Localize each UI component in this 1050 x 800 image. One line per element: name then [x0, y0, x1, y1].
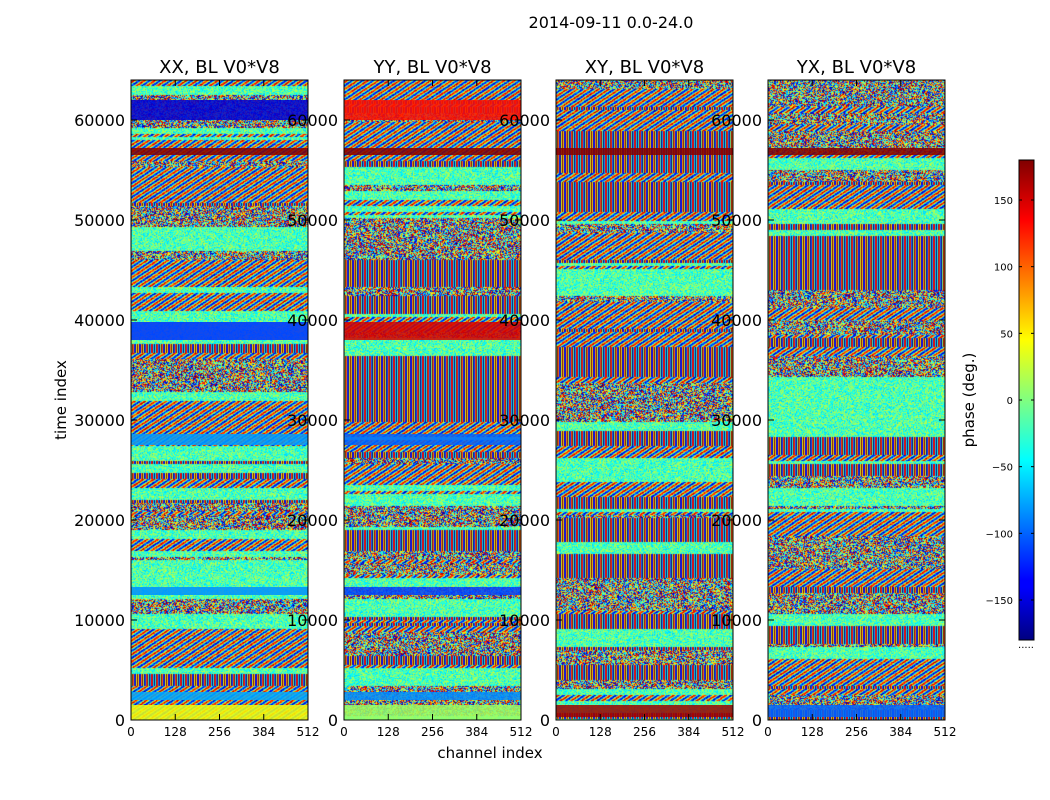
- y-tick-label: 60000: [499, 111, 550, 130]
- y-tick-label: 10000: [74, 611, 125, 630]
- phase-raster: [344, 80, 521, 720]
- phase-band: [131, 148, 308, 155]
- phase-band: [344, 692, 521, 700]
- x-tick-label: 512: [510, 725, 533, 739]
- panel-1: XX, BL V0*V8 0 10000 20000 30000 40000 50000 60…: [74, 57, 319, 739]
- phase-band: [556, 148, 733, 155]
- x-tick-label: 512: [934, 725, 957, 739]
- phase-band: [131, 100, 308, 120]
- y-tick-label: 50000: [711, 211, 762, 230]
- figure-suptitle: 2014-09-11 0.0-24.0: [529, 13, 694, 32]
- colorbar-tick-label: −150: [986, 596, 1013, 607]
- y-tick-label: 0: [540, 711, 550, 730]
- x-tick-label: 512: [297, 725, 320, 739]
- x-tick-label: 0: [127, 725, 135, 739]
- y-tick-label: 40000: [499, 311, 550, 330]
- x-tick-label: 256: [208, 725, 231, 739]
- y-tick-label: 10000: [499, 611, 550, 630]
- phase-raster: [556, 80, 733, 720]
- phase-band: [344, 322, 521, 340]
- y-tick-label: 0: [328, 711, 338, 730]
- phase-band: [344, 587, 521, 595]
- y-tick-label: 30000: [74, 411, 125, 430]
- x-tick-label: 512: [722, 725, 745, 739]
- colorbar-tick-label: 50: [1000, 329, 1013, 340]
- y-tick-label: 50000: [287, 211, 338, 230]
- colorbar-extra-label: .....: [1018, 640, 1034, 651]
- x-tick-label: 0: [340, 725, 348, 739]
- phase-band: [131, 322, 308, 340]
- panels: XX, BL V0*V8 0 10000 20000 30000 40000 50000 60…: [74, 57, 956, 739]
- panel-3: XY, BL V0*V8 0 10000 20000 30000 40000 50000 60…: [499, 57, 744, 739]
- y-tick-label: 30000: [711, 411, 762, 430]
- y-tick-label: 0: [752, 711, 762, 730]
- colorbar-tick-label: 0: [1007, 396, 1013, 407]
- x-tick-label: 128: [589, 725, 612, 739]
- y-tick-label: 40000: [287, 311, 338, 330]
- y-tick-label: 40000: [74, 311, 125, 330]
- x-tick-label: 0: [764, 725, 772, 739]
- y-tick-label: 20000: [287, 511, 338, 530]
- x-tick-label: 256: [633, 725, 656, 739]
- y-tick-label: 40000: [711, 311, 762, 330]
- panel-title: YY, BL V0*V8: [372, 57, 491, 78]
- y-tick-label: 60000: [711, 111, 762, 130]
- y-tick-label: 0: [115, 711, 125, 730]
- colorbar: −150 −100 −50 0 50 100 150 phase (deg.) .....: [960, 159, 1035, 651]
- y-tick-label: 50000: [499, 211, 550, 230]
- x-axis-label: channel index: [437, 744, 542, 762]
- panel-title: XX, BL V0*V8: [159, 57, 280, 78]
- colorbar-tick-label: −100: [986, 529, 1013, 540]
- x-tick-label: 256: [845, 725, 868, 739]
- colorbar-ticks: −150 −100 −50 0 50 100 150: [986, 196, 1034, 607]
- y-tick-label: 20000: [711, 511, 762, 530]
- x-tick-label: 384: [677, 725, 700, 739]
- phase-band: [768, 148, 945, 155]
- y-tick-label: 10000: [711, 611, 762, 630]
- phase-raster: [768, 80, 945, 720]
- y-tick-label: 20000: [499, 511, 550, 530]
- colorbar-tick-label: 100: [994, 263, 1013, 274]
- x-tick-label: 384: [252, 725, 275, 739]
- x-tick-label: 0: [552, 725, 560, 739]
- y-tick-label: 20000: [74, 511, 125, 530]
- colorbar-tick-label: −50: [992, 463, 1013, 474]
- x-tick-label: 384: [465, 725, 488, 739]
- x-tick-label: 128: [801, 725, 824, 739]
- panel-2: YY, BL V0*V8 0 10000 20000 30000 40000 50000 60…: [287, 57, 532, 739]
- y-axis-label: time index: [52, 360, 70, 440]
- colorbar-label: phase (deg.): [960, 353, 978, 448]
- y-tick-label: 30000: [499, 411, 550, 430]
- phase-band: [344, 148, 521, 155]
- phase-band: [131, 587, 308, 595]
- y-tick-label: 30000: [287, 411, 338, 430]
- panel-title: XY, BL V0*V8: [585, 57, 704, 78]
- colorbar-tick-label: 150: [994, 196, 1013, 207]
- x-tick-label: 384: [889, 725, 912, 739]
- phase-band: [131, 434, 308, 445]
- phase-raster: [131, 80, 308, 720]
- y-tick-label: 50000: [74, 211, 125, 230]
- phase-band: [131, 692, 308, 700]
- panel-title: YX, BL V0*V8: [796, 57, 916, 78]
- panel-4: YX, BL V0*V8 0 10000 20000 30000 40000 50000 60…: [711, 57, 956, 739]
- phase-band: [344, 100, 521, 120]
- phase-band: [344, 434, 521, 445]
- x-tick-label: 128: [377, 725, 400, 739]
- y-tick-label: 60000: [74, 111, 125, 130]
- x-tick-label: 128: [164, 725, 187, 739]
- x-tick-label: 256: [421, 725, 444, 739]
- y-tick-label: 10000: [287, 611, 338, 630]
- y-tick-label: 60000: [287, 111, 338, 130]
